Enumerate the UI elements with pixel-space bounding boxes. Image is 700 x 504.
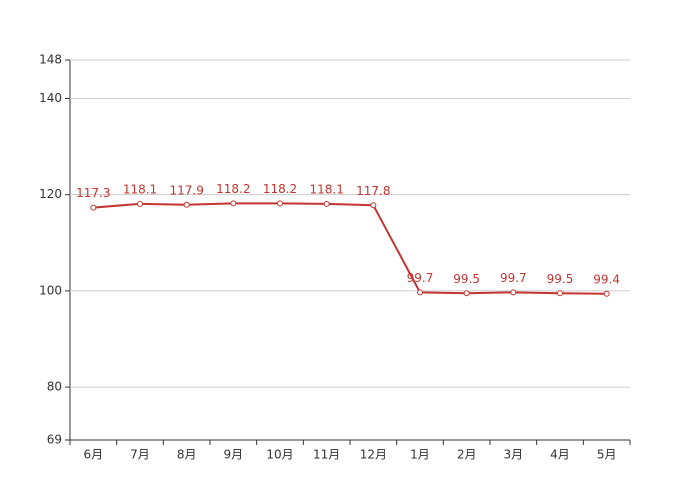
x-tick-label: 11月 [313, 448, 340, 462]
y-tick-label: 100 [39, 283, 62, 297]
x-tick-label: 9月 [224, 448, 244, 462]
x-tick-label: 10月 [266, 448, 293, 462]
x-tick-label: 8月 [177, 448, 197, 462]
line [93, 202, 607, 295]
data-label: 99.4 [593, 272, 620, 286]
point [90, 204, 97, 211]
x-tick-label: 5月 [597, 448, 617, 462]
y-tick-label: 80 [47, 380, 62, 394]
x-tick-label: 4月 [550, 448, 570, 462]
y-tick-label: 69 [47, 433, 62, 447]
y-tick-label: 148 [39, 53, 62, 67]
x-tick-label: 12月 [360, 448, 387, 462]
point [230, 200, 237, 207]
data-label: 117.3 [76, 186, 110, 200]
point [510, 289, 517, 296]
data-label: 99.5 [547, 272, 574, 286]
point [370, 202, 377, 209]
point [183, 201, 190, 208]
point [557, 290, 563, 297]
point [463, 290, 470, 297]
point [323, 200, 330, 207]
x-tick-label: 7月 [130, 448, 150, 462]
data-label: 118.1 [309, 182, 343, 196]
data-label: 99.5 [453, 272, 480, 286]
data-label: 118.2 [263, 182, 297, 196]
y-tick-label: 120 [39, 187, 62, 201]
data-label: 99.7 [500, 271, 527, 285]
x-tick-label: 2月 [457, 448, 477, 462]
point [417, 289, 423, 296]
data-label: 99.7 [407, 271, 434, 285]
x-tick-label: 1月 [410, 448, 430, 462]
point [603, 290, 610, 297]
x-tick-label: 6月 [84, 448, 104, 462]
data-label: 117.9 [169, 183, 203, 197]
data-label: 118.2 [216, 182, 250, 196]
data-label: 118.1 [123, 182, 157, 196]
point [137, 200, 143, 207]
x-tick-label: 3月 [504, 448, 524, 462]
point [277, 200, 283, 207]
data-label: 117.8 [356, 184, 390, 198]
y-tick-label: 140 [39, 91, 62, 105]
